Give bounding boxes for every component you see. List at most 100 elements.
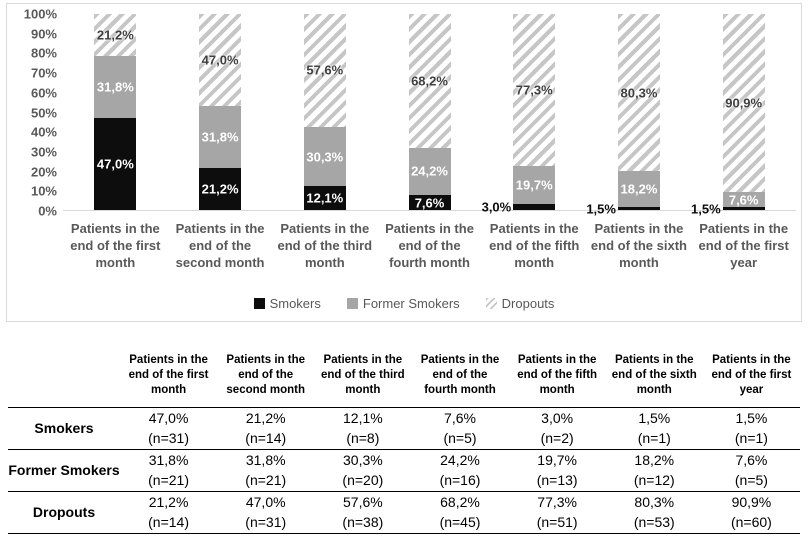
bar-segment-former-smokers xyxy=(617,171,660,208)
x-axis-label: Patients in the end of the sixth month xyxy=(590,221,687,270)
bar-segment-former-smokers xyxy=(94,55,137,118)
bar-segment-former-smokers xyxy=(303,126,346,187)
cell-n: (n=16) xyxy=(439,472,481,488)
y-axis: 100% 90% 80% 70% 60% 50% 40% 30% 20% 10% 0% xyxy=(7,7,57,219)
legend-item-smokers: Smokers xyxy=(253,296,321,311)
table-cell: 90,9% (n=60) xyxy=(702,491,800,534)
data-label: 21,2% xyxy=(96,27,134,43)
table-col-header: Patients in the end of the fifth month xyxy=(508,344,606,408)
cell-percent: 19,7% xyxy=(537,452,577,468)
data-label: 68,2% xyxy=(411,73,448,89)
cell-n: (n=8) xyxy=(346,430,380,446)
data-label: 77,3% xyxy=(515,82,553,98)
cell-percent: 31,8% xyxy=(245,452,286,468)
cell-n: (n=13) xyxy=(536,472,578,488)
table-cell: 31,8% (n=21) xyxy=(120,449,218,492)
table-cell: 7,6% (n=5) xyxy=(411,407,509,450)
x-axis-labels: Patients in the end of the first month Pa… xyxy=(63,220,796,271)
stacked-bar: 1,5% 18,2% 80,3% xyxy=(586,14,660,216)
data-label: 3,0% xyxy=(481,199,512,215)
results-table-wrap: Patients in the end of the first month Pa… xyxy=(8,344,800,534)
y-tick-label: 80% xyxy=(30,45,57,61)
data-label: 47,0% xyxy=(201,52,239,68)
y-tick-label: 10% xyxy=(30,183,57,199)
cell-percent: 47,0% xyxy=(245,494,286,510)
bar-segment-former-smokers xyxy=(722,192,765,208)
cell-percent: 3,0% xyxy=(541,410,574,426)
y-tick-label: 100% xyxy=(23,6,57,22)
table-header: Patients in the end of the first month Pa… xyxy=(8,344,800,408)
x-axis-label: Patients in the end of the first year xyxy=(698,221,789,270)
table-col-header: Patients in the end of the sixth month xyxy=(605,344,703,408)
x-axis-label: Patients in the end of the first month xyxy=(70,221,161,270)
cell-percent: 18,2% xyxy=(634,452,675,468)
bar-segment-smokers xyxy=(94,117,137,210)
bar-slot: 1,5% 18,2% 80,3% xyxy=(586,14,692,216)
y-tick-label: 40% xyxy=(30,124,57,140)
legend-swatch-icon xyxy=(485,298,497,309)
data-label: 18,2% xyxy=(620,181,658,197)
bar-slot: 7,6% 24,2% 68,2% xyxy=(377,14,482,210)
legend-item-dropouts: Dropouts xyxy=(485,296,554,311)
bar-segment-smokers xyxy=(199,168,242,210)
table-cell: 47,0% (n=31) xyxy=(217,491,315,534)
chart-legend: Smokers Former Smokers Dropouts xyxy=(7,296,801,311)
table-cell: 19,7% (n=13) xyxy=(508,449,606,492)
legend-label: Smokers xyxy=(269,296,321,311)
bar-segment-dropouts xyxy=(617,14,660,172)
table-row: Smokers 47,0% (n=31) 21,2% (n=14) 12,1% (n=8) 7… xyxy=(8,407,800,450)
table-cell: 12,1% (n=8) xyxy=(314,407,412,450)
data-label: 31,8% xyxy=(201,129,239,145)
bar-segment-dropouts xyxy=(513,14,556,166)
bar-slot: 21,2% 31,8% 47,0% xyxy=(168,14,273,210)
bar-segment-smokers xyxy=(722,207,765,210)
cell-percent: 21,2% xyxy=(245,410,286,426)
cell-n: (n=38) xyxy=(342,514,384,530)
table-cell: 1,5% (n=1) xyxy=(605,407,703,450)
cell-percent: 7,6% xyxy=(444,410,476,426)
table-col-header xyxy=(8,344,120,408)
bar-segment-former-smokers xyxy=(513,165,556,205)
cell-n: (n=20) xyxy=(342,472,384,488)
cell-percent: 31,8% xyxy=(148,452,189,468)
data-label: 19,7% xyxy=(515,177,553,193)
y-tick-label: 50% xyxy=(30,105,57,120)
row-label: Former Smokers xyxy=(8,449,120,492)
cell-n: (n=5) xyxy=(443,430,477,446)
stacked-bar: 12,1% 30,3% 57,6% xyxy=(303,14,346,210)
cell-percent: 57,6% xyxy=(343,494,383,510)
cell-n: (n=60) xyxy=(730,514,772,530)
table-cell: 30,3% (n=20) xyxy=(314,449,412,492)
data-label: 30,3% xyxy=(306,149,344,165)
table-cell: 1,5% (n=1) xyxy=(702,407,800,450)
cell-percent: 30,3% xyxy=(343,452,383,468)
bar-segment-former-smokers xyxy=(408,147,451,196)
cell-percent: 77,3% xyxy=(537,494,577,510)
cell-percent: 7,6% xyxy=(735,452,768,468)
y-tick-label: 30% xyxy=(30,144,57,160)
data-label: 7,6% xyxy=(728,192,759,208)
cell-percent: 21,2% xyxy=(148,494,189,510)
legend-item-former-smokers: Former Smokers xyxy=(346,296,460,311)
table-row: Former Smokers 31,8% (n=21) 31,8% (n=21) 30,3… xyxy=(8,449,800,492)
data-label: 21,2% xyxy=(201,181,239,197)
y-tick-label: 0% xyxy=(38,203,57,219)
bar-segment-dropouts xyxy=(94,14,137,56)
bar-slot: 3,0% 19,7% 77,3% xyxy=(482,14,587,215)
bar-slot: 12,1% 30,3% 57,6% xyxy=(272,14,377,210)
table-cell: 21,2% (n=14) xyxy=(217,407,315,450)
cell-percent: 1,5% xyxy=(638,410,671,426)
table-col-header: Patients in the end of the third month xyxy=(314,344,412,408)
table-cell: 80,3% (n=53) xyxy=(605,491,703,534)
legend-swatch-icon xyxy=(346,298,358,309)
bar-segment-smokers xyxy=(303,186,346,210)
cell-percent: 80,3% xyxy=(634,494,675,510)
table-cell: 18,2% (n=12) xyxy=(605,449,703,492)
data-label: 31,8% xyxy=(96,79,134,95)
cell-n: (n=2) xyxy=(540,430,574,446)
table-cell: 68,2% (n=45) xyxy=(411,491,509,534)
cell-percent: 24,2% xyxy=(440,452,480,468)
bar-segment-dropouts xyxy=(408,14,451,148)
cell-n: (n=14) xyxy=(245,430,287,446)
stacked-bar: 7,6% 24,2% 68,2% xyxy=(408,14,451,210)
